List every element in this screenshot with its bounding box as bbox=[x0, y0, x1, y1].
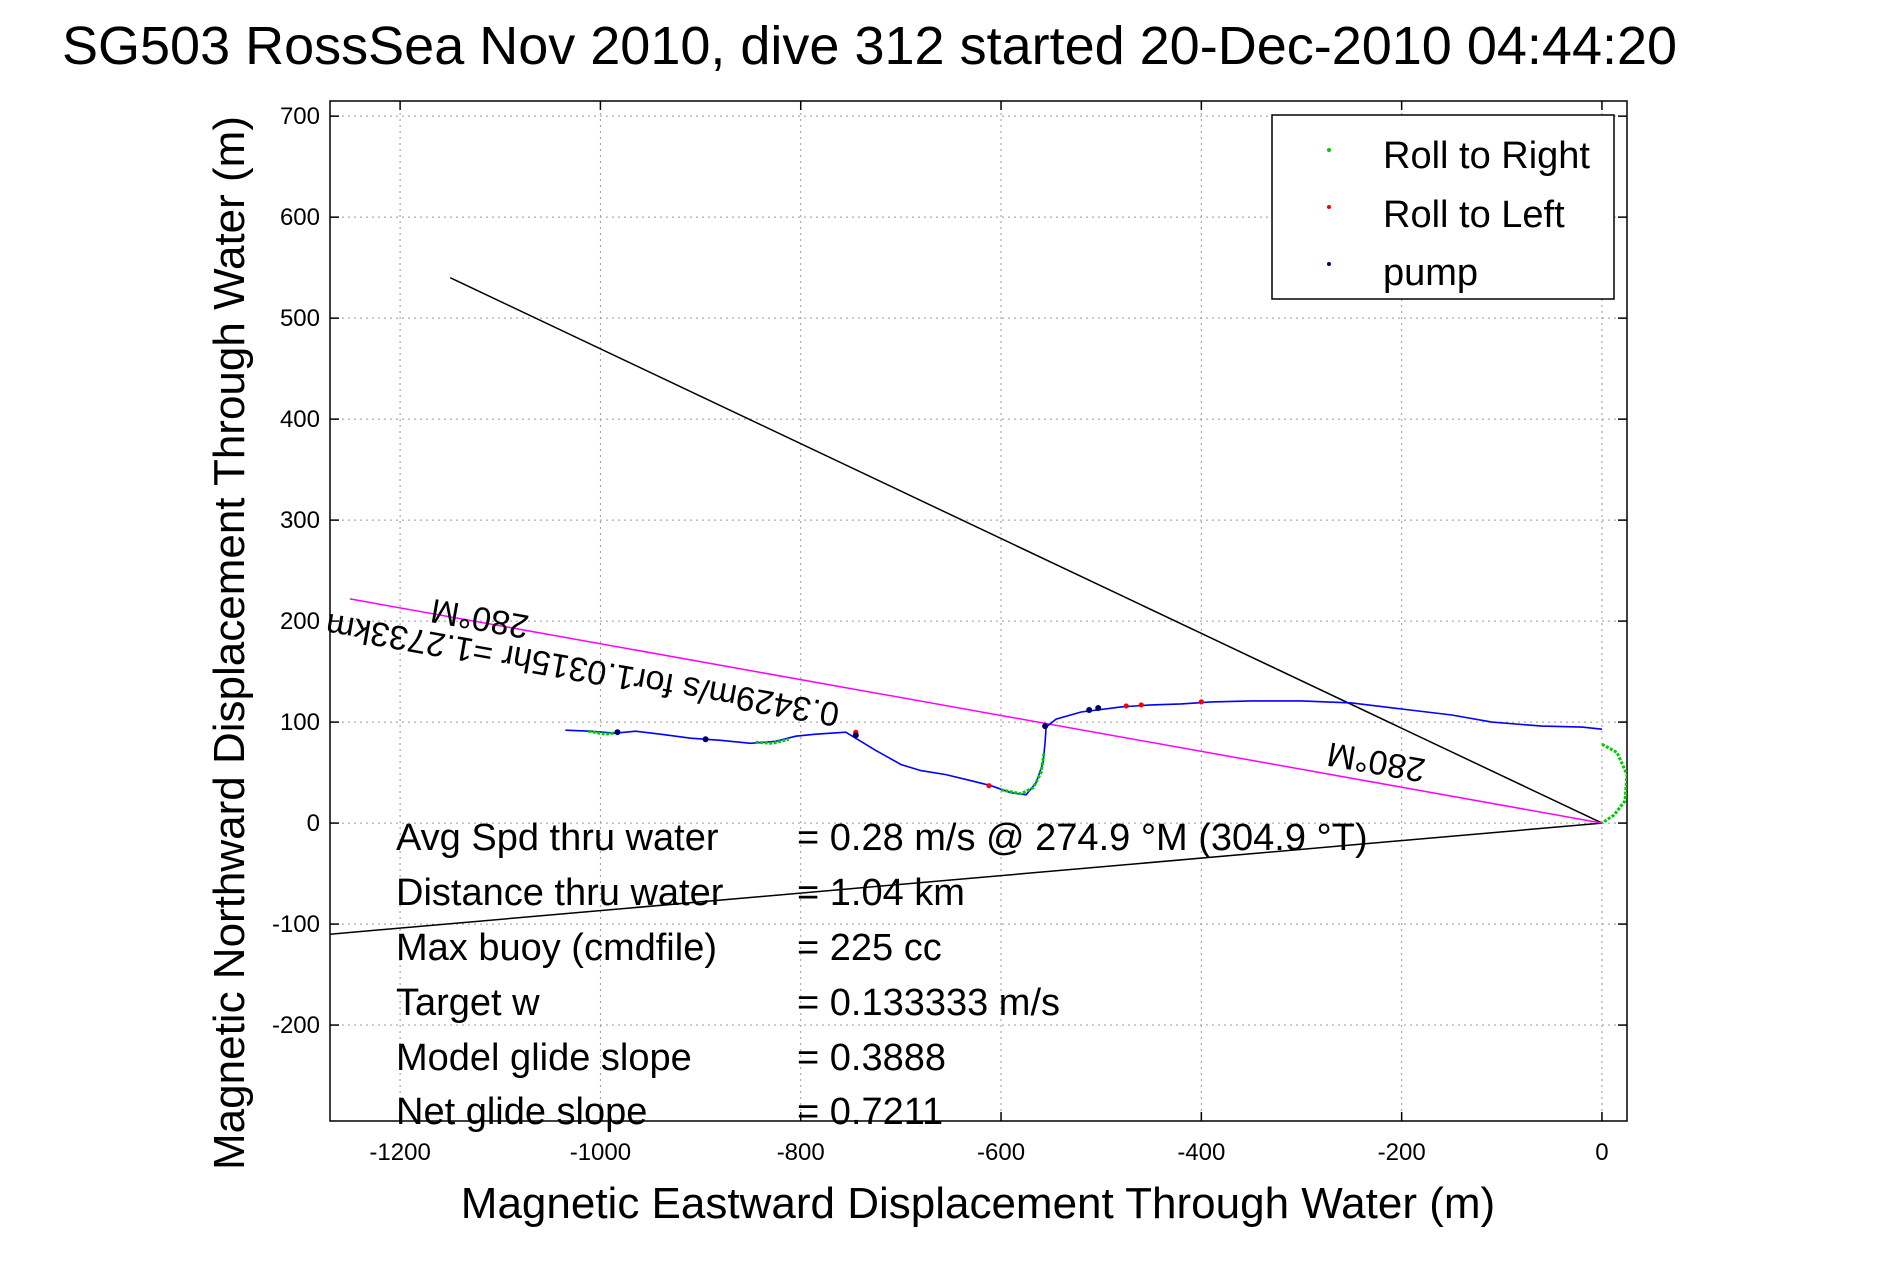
stat-value: = 225 cc bbox=[797, 927, 942, 969]
stat-label: Max buoy (cmdfile) bbox=[396, 927, 717, 969]
pump-point bbox=[852, 732, 859, 739]
y-tick-label: 200 bbox=[280, 608, 320, 635]
reference-line bbox=[449, 277, 1603, 824]
pump-point bbox=[614, 729, 621, 736]
stat-label: Target w bbox=[396, 982, 540, 1024]
stat-value: = 0.133333 m/s bbox=[797, 982, 1060, 1024]
y-tick-label: 0 bbox=[307, 810, 320, 837]
roll-right-segment bbox=[1601, 742, 1627, 825]
track-line bbox=[565, 700, 1603, 796]
stats-block: Avg Spd thru water = 0.28 m/s @ 274.9 °M… bbox=[396, 817, 1368, 1133]
x-tick-label: -1000 bbox=[570, 1139, 631, 1166]
y-tick-label: -100 bbox=[272, 911, 320, 938]
pump-point bbox=[702, 736, 709, 743]
x-tick-label: -200 bbox=[1378, 1139, 1426, 1166]
x-tick-label: -600 bbox=[977, 1139, 1025, 1166]
y-tick-labels: -200 -100 0 100 200 300 400 500 600 700 bbox=[272, 103, 320, 1039]
stat-label: Model glide slope bbox=[396, 1037, 692, 1079]
y-tick-label: -200 bbox=[272, 1012, 320, 1039]
legend-marker-roll-right bbox=[1327, 148, 1331, 152]
stat-value: = 0.3888 bbox=[797, 1037, 946, 1079]
y-tick-label: 400 bbox=[280, 406, 320, 433]
pump-series bbox=[614, 704, 1102, 743]
legend-label-roll-left: Roll to Left bbox=[1383, 194, 1565, 236]
roll-left-point bbox=[1138, 702, 1144, 708]
legend: Roll to Right Roll to Left pump bbox=[1271, 114, 1615, 300]
reference-lines bbox=[330, 277, 1603, 935]
x-tick-labels: -1200 -1000 -800 -600 -400 -200 0 bbox=[369, 1139, 1608, 1166]
reference-line bbox=[330, 822, 1603, 935]
x-tick-label: 0 bbox=[1595, 1139, 1608, 1166]
y-tick-label: 600 bbox=[280, 204, 320, 231]
pump-point bbox=[1086, 706, 1093, 713]
y-tick-label: 700 bbox=[280, 103, 320, 130]
grid-lines bbox=[330, 101, 1627, 1121]
track-series bbox=[565, 700, 1603, 796]
stat-label: Avg Spd thru water bbox=[396, 817, 719, 859]
pump-point bbox=[1095, 704, 1102, 711]
stat-value: = 0.28 m/s @ 274.9 °M (304.9 °T) bbox=[797, 817, 1368, 859]
x-tick-label: -400 bbox=[1177, 1139, 1225, 1166]
stat-label: Distance thru water bbox=[396, 872, 724, 914]
x-axis-label: Magnetic Eastward Displacement Through W… bbox=[461, 1179, 1495, 1228]
legend-marker-pump bbox=[1327, 262, 1331, 266]
pump-point bbox=[1042, 723, 1049, 730]
stat-value: = 0.7211 bbox=[797, 1091, 943, 1133]
y-tick-label: 500 bbox=[280, 305, 320, 332]
legend-label-pump: pump bbox=[1383, 252, 1478, 294]
roll-right-segment bbox=[755, 737, 790, 745]
legend-label-roll-right: Roll to Right bbox=[1383, 135, 1590, 177]
legend-marker-roll-left bbox=[1327, 205, 1331, 209]
reference-line bbox=[349, 598, 1603, 824]
x-tick-label: -800 bbox=[777, 1139, 825, 1166]
y-axis-label: Magnetic Northward Displacement Through … bbox=[205, 116, 254, 1170]
y-tick-label: 100 bbox=[280, 709, 320, 736]
stat-value: = 1.04 km bbox=[797, 872, 965, 914]
roll-left-point bbox=[1123, 703, 1129, 709]
stat-label: Net glide slope bbox=[396, 1091, 647, 1133]
x-tick-label: -1200 bbox=[369, 1139, 430, 1166]
chart-title: SG503 RossSea Nov 2010, dive 312 started… bbox=[62, 16, 1677, 76]
roll-left-point bbox=[1198, 699, 1204, 705]
roll-right-segment bbox=[1000, 752, 1046, 796]
roll-left-point bbox=[986, 783, 992, 789]
axis-ticks bbox=[330, 101, 1627, 1121]
y-tick-label: 300 bbox=[280, 507, 320, 534]
